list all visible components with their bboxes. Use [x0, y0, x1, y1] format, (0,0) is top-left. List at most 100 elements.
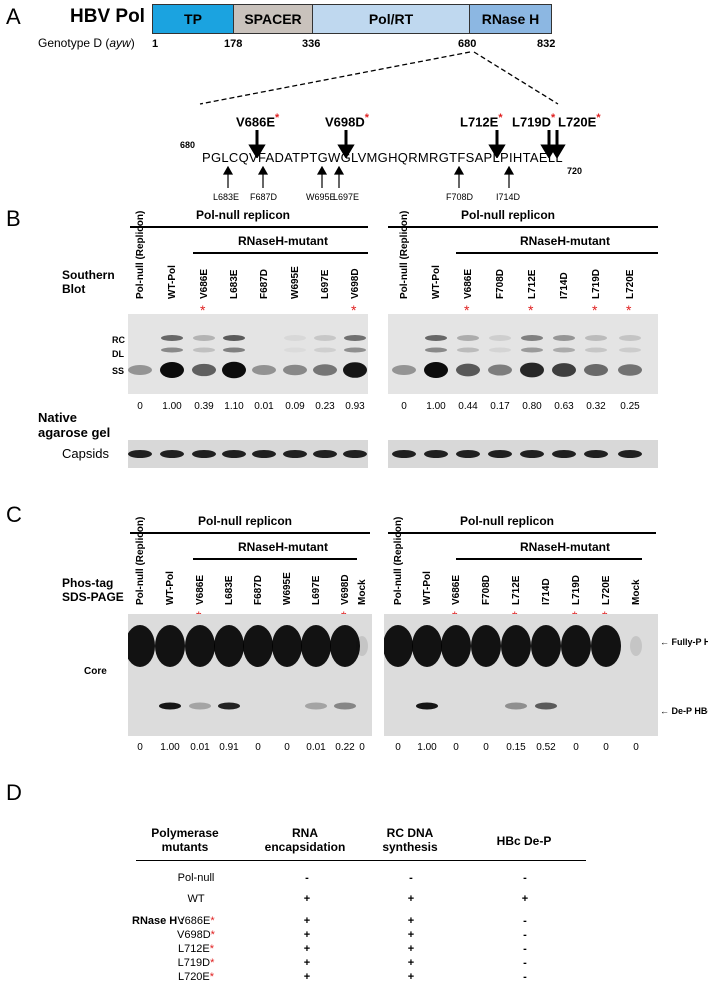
d-row-star: *	[210, 915, 215, 927]
d-row-rna: +	[303, 971, 311, 983]
b-right-quant: 0.80	[522, 401, 542, 412]
d-row-rc: -	[409, 872, 413, 884]
d-rnase-label: RNase H :	[132, 915, 184, 927]
fully-p-band	[561, 625, 591, 667]
b-left-quant: 0.39	[194, 401, 214, 412]
c-left-quant: 0	[284, 742, 290, 753]
b-right-lane-star: *	[626, 302, 632, 318]
band-rc: RC	[112, 335, 125, 345]
b-left-sub-line	[193, 252, 368, 254]
fully-p-band	[531, 625, 561, 667]
b-left-quant: 1.10	[224, 401, 244, 412]
c-left-lane-label: L683E	[224, 575, 235, 605]
c-right-quant: 0.15	[506, 742, 526, 753]
ss-band	[252, 364, 276, 376]
b-left-subheader: RNaseH-mutant	[238, 234, 329, 248]
c-left-lane-label: F687D	[253, 574, 264, 605]
b-right-lane-star: *	[592, 302, 598, 318]
dl-band	[489, 347, 511, 353]
dl-band	[425, 347, 447, 353]
c-left-lane-label: Pol-null (Replicon)	[135, 516, 146, 605]
b-row-label-2: Blot	[62, 282, 86, 296]
domain-polrt: Pol/RT	[313, 5, 470, 33]
b-right-quant: 0.17	[490, 401, 510, 412]
panel-d-letter: D	[6, 780, 22, 805]
b-left-lane-label: WT-Pol	[167, 265, 178, 299]
mut-v698d-label: V698D*	[325, 112, 369, 130]
capsid-band	[160, 450, 184, 458]
c-right-subheader: RNaseH-mutant	[520, 540, 611, 554]
d-row-name: WT	[187, 893, 205, 905]
fully-p-band	[412, 625, 442, 667]
mut-w695e: W695E	[306, 192, 336, 202]
protein-name: HBV Pol	[70, 6, 145, 27]
b-left-lane-label: L683E	[229, 269, 240, 299]
c-row-label: Phos-tag SDS-PAGE	[62, 576, 124, 604]
c-left-quant: 0	[137, 742, 143, 753]
mut-v686e-label: V686E*	[236, 112, 280, 130]
b-left-quant: 0	[137, 401, 143, 412]
d-row-dep: -	[523, 971, 527, 983]
b-right-quant: 1.00	[426, 401, 446, 412]
c-left-header-line	[130, 532, 370, 534]
b-left-lane-star: *	[351, 302, 357, 318]
capsid-band	[424, 450, 448, 458]
b-right-lane-label: Pol-null (Replicon)	[399, 210, 410, 299]
c-right-lane-label: Pol-null (Replicon)	[393, 516, 404, 605]
d-row-name: L712E*	[177, 943, 215, 955]
ss-band	[488, 364, 512, 376]
b-left-lane-label: V686E	[199, 268, 210, 299]
rc-band	[553, 335, 575, 341]
b-left-lane-star: *	[200, 302, 206, 318]
ss-band	[343, 362, 367, 378]
b-left-lane-label: L697E	[320, 269, 331, 299]
b-right-quant: 0.63	[554, 401, 574, 412]
c-right-quant: 0	[573, 742, 579, 753]
d-row-dep: -	[523, 872, 527, 884]
b-left-lane-label: W695E	[290, 266, 301, 299]
c-row-label-2: SDS-PAGE	[62, 590, 124, 604]
mut-l719d-label: L719D*	[512, 112, 556, 130]
d-row-dep: +	[521, 893, 529, 905]
pos-680: 680	[458, 38, 477, 50]
c-left-quant: 0.01	[190, 742, 210, 753]
fully-p-band	[301, 625, 331, 667]
band-dl: DL	[112, 349, 124, 359]
zoom-lines	[199, 51, 559, 105]
c-left-quant: 0	[255, 742, 261, 753]
dl-band	[284, 348, 306, 353]
c-left-lane-label: W695E	[282, 572, 293, 605]
bottom-arrows	[222, 166, 515, 188]
native-label-1: Native	[38, 410, 78, 425]
rc-band	[223, 335, 245, 341]
c-left-lane-label: V686E	[195, 574, 206, 605]
c-left-subheader: RNaseH-mutant	[238, 540, 329, 554]
fully-p-band	[214, 625, 244, 667]
fully-p-band	[272, 625, 302, 667]
domain-rnaseh: RNase H	[470, 5, 551, 33]
d-row-star: *	[210, 957, 215, 969]
c-right-lane-label: V686E	[451, 574, 462, 605]
fully-p-band	[441, 625, 471, 667]
fully-p-band	[356, 636, 368, 656]
panel-b-letter: B	[6, 206, 21, 231]
fully-p-band	[471, 625, 501, 667]
c-right-lane-label: Mock	[631, 579, 642, 605]
dl-band	[314, 347, 336, 353]
b-left-lane-label: F687D	[259, 268, 270, 299]
rc-band	[193, 335, 215, 341]
rc-band	[425, 335, 447, 341]
b-right-sub-line	[456, 252, 658, 254]
ss-band	[313, 364, 337, 376]
b-left-quant: 0.23	[315, 401, 335, 412]
capsid-band	[520, 450, 544, 458]
panel-a-letter: A	[6, 4, 21, 29]
mut-l720e-label: L720E*	[558, 112, 601, 130]
top-arrows	[248, 130, 566, 158]
mut-f708d: F708D	[446, 192, 474, 202]
d-header-rna: RNA encapsidation	[264, 826, 346, 854]
c-row-label-1: Phos-tag	[62, 576, 114, 590]
c-right-lane-label: I714D	[541, 578, 552, 605]
capsid-band	[488, 450, 512, 458]
fully-p-band	[243, 625, 273, 667]
